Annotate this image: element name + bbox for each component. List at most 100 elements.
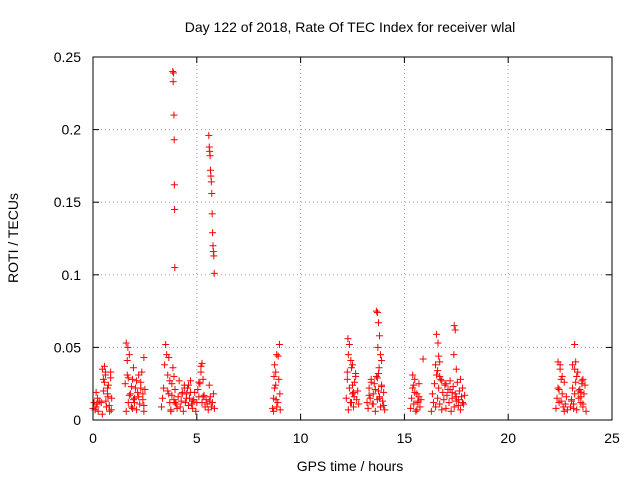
data-point bbox=[429, 399, 437, 407]
data-point bbox=[164, 387, 172, 395]
data-point bbox=[270, 407, 278, 415]
data-point bbox=[582, 407, 590, 415]
data-point bbox=[460, 400, 468, 408]
data-point bbox=[409, 384, 417, 392]
data-point bbox=[345, 340, 353, 348]
data-point bbox=[170, 69, 178, 77]
data-point bbox=[438, 377, 446, 385]
data-point bbox=[275, 375, 283, 383]
data-point bbox=[129, 364, 137, 372]
data-point bbox=[165, 354, 173, 362]
data-point bbox=[374, 319, 382, 327]
data-point bbox=[208, 210, 216, 218]
data-point bbox=[451, 390, 459, 398]
data-point bbox=[572, 378, 580, 386]
data-point bbox=[355, 400, 363, 408]
data-point bbox=[375, 364, 383, 372]
data-point bbox=[136, 400, 144, 408]
data-point bbox=[440, 396, 448, 404]
tick-labels: 0 5 10 15 20 25 0 0.05 0.1 0.15 0.2 0.25 bbox=[54, 49, 620, 446]
data-point bbox=[164, 371, 172, 379]
x-tick-label: 20 bbox=[500, 430, 516, 446]
data-point bbox=[270, 372, 278, 380]
data-point bbox=[170, 111, 178, 119]
data-point bbox=[363, 399, 371, 407]
data-point bbox=[209, 390, 217, 398]
data-point bbox=[165, 390, 173, 398]
data-point bbox=[371, 386, 379, 394]
data-point bbox=[107, 406, 115, 414]
data-points bbox=[89, 68, 590, 418]
data-point bbox=[187, 377, 195, 385]
x-tick-label: 15 bbox=[397, 430, 413, 446]
data-point bbox=[569, 361, 577, 369]
data-point bbox=[578, 380, 586, 388]
data-point bbox=[566, 403, 574, 411]
data-point bbox=[195, 378, 203, 386]
data-point bbox=[436, 372, 444, 380]
data-point bbox=[98, 410, 106, 418]
data-point bbox=[431, 380, 439, 388]
data-point bbox=[124, 399, 132, 407]
data-point bbox=[427, 407, 435, 415]
data-point bbox=[178, 390, 186, 398]
data-point bbox=[377, 403, 385, 411]
data-point bbox=[461, 391, 469, 399]
data-point bbox=[436, 358, 444, 366]
data-point bbox=[571, 340, 579, 348]
data-point bbox=[194, 386, 202, 394]
data-point bbox=[134, 388, 142, 396]
data-point bbox=[459, 384, 467, 392]
data-point bbox=[409, 371, 417, 379]
grid-lines bbox=[93, 57, 612, 420]
data-point bbox=[433, 371, 441, 379]
data-point bbox=[92, 403, 100, 411]
data-point bbox=[374, 343, 382, 351]
data-point bbox=[371, 407, 379, 415]
data-point bbox=[560, 378, 568, 386]
data-point bbox=[573, 406, 581, 414]
data-point bbox=[196, 380, 204, 388]
data-point bbox=[94, 407, 102, 415]
data-point bbox=[459, 399, 467, 407]
data-point bbox=[122, 407, 130, 415]
data-point bbox=[442, 380, 450, 388]
data-point bbox=[581, 381, 589, 389]
axis-ticks bbox=[92, 56, 613, 421]
data-point bbox=[273, 351, 281, 359]
data-point bbox=[350, 388, 358, 396]
data-point bbox=[439, 388, 447, 396]
data-point bbox=[171, 205, 179, 213]
data-point bbox=[443, 391, 451, 399]
data-point bbox=[350, 403, 358, 411]
data-point bbox=[169, 364, 177, 372]
data-point bbox=[171, 264, 179, 272]
data-point bbox=[269, 404, 277, 412]
data-point bbox=[446, 377, 454, 385]
data-point bbox=[170, 372, 178, 380]
data-point bbox=[342, 394, 350, 402]
data-point bbox=[206, 152, 214, 160]
data-point bbox=[344, 335, 352, 343]
data-point bbox=[558, 390, 566, 398]
data-point bbox=[135, 371, 143, 379]
data-point bbox=[456, 375, 464, 383]
data-point bbox=[205, 131, 213, 139]
data-point bbox=[173, 404, 181, 412]
x-tick-label: 10 bbox=[293, 430, 309, 446]
y-tick-label: 0 bbox=[73, 412, 81, 428]
data-point bbox=[352, 372, 360, 380]
y-axis-label: ROTI / TECUs bbox=[5, 193, 21, 283]
data-point bbox=[560, 407, 568, 415]
data-point bbox=[455, 387, 463, 395]
plot-frame bbox=[92, 56, 613, 421]
data-point bbox=[210, 404, 218, 412]
data-point bbox=[434, 367, 442, 375]
data-point bbox=[569, 384, 577, 392]
data-point bbox=[166, 377, 174, 385]
data-point bbox=[442, 404, 450, 412]
data-point bbox=[177, 397, 185, 405]
data-point bbox=[171, 386, 179, 394]
data-point bbox=[273, 403, 281, 411]
